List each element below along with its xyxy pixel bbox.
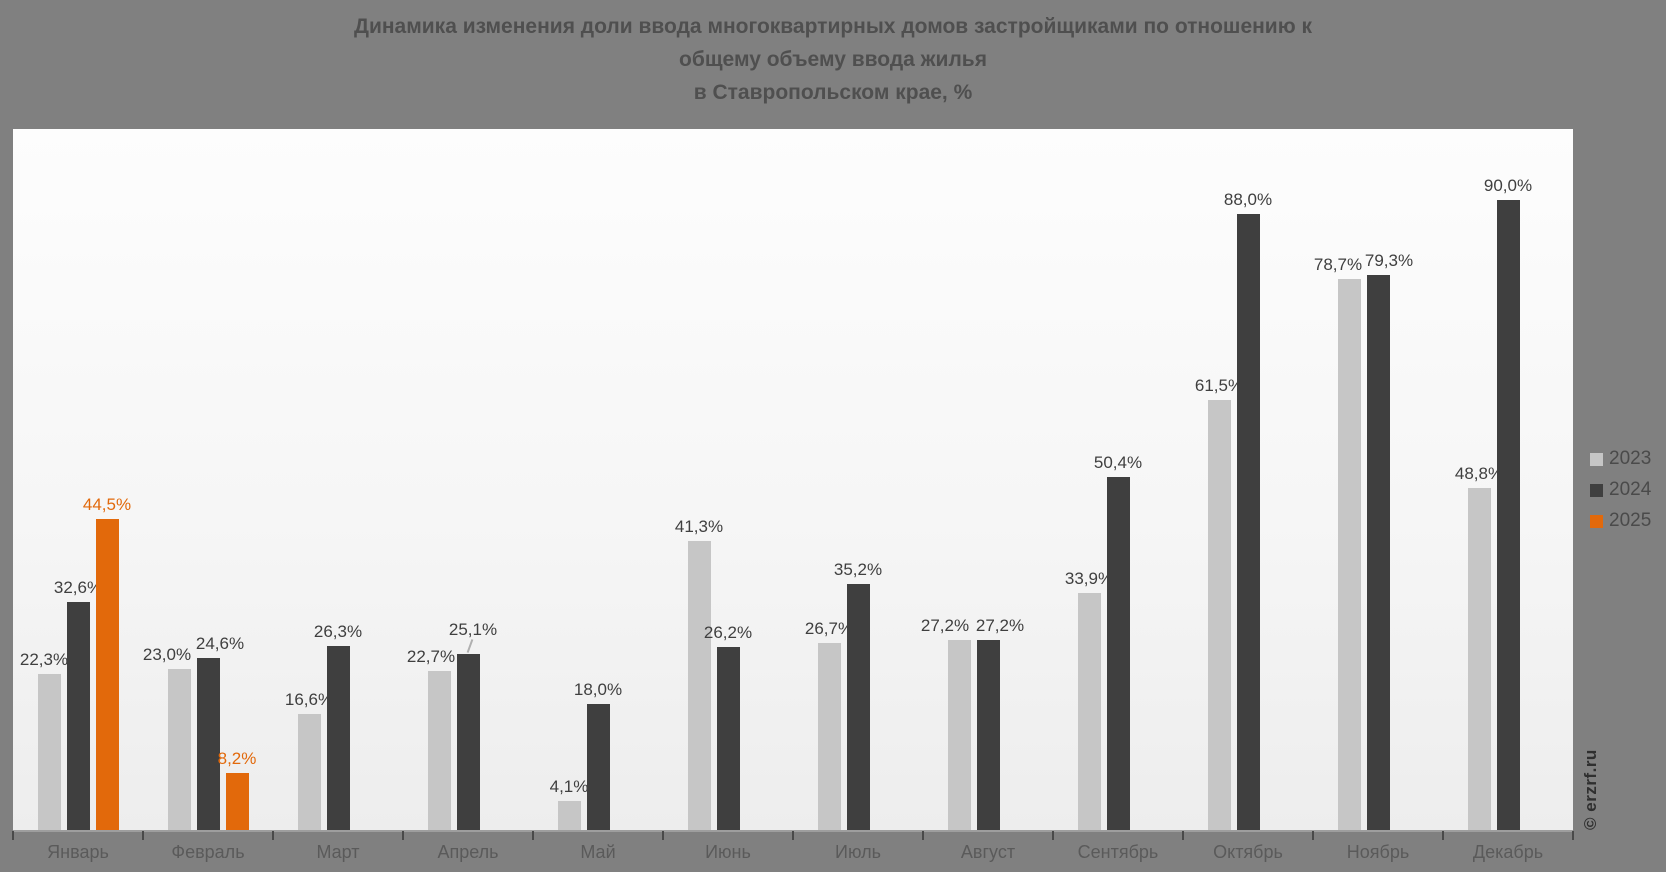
bar-value-label-2023-ноябрь: 78,7% [1313,255,1363,275]
bar-value-label-2025-январь: 44,5% [82,494,132,514]
x-axis-label-июль: Июль [835,842,881,862]
bar-2024-сентябрь[interactable] [1106,477,1130,830]
bar-value-label-2023-декабрь: 48,8% [1454,464,1504,484]
x-axis-label-январь: Январь [47,842,109,862]
bar-value-label-2024-октябрь: 88,0% [1223,190,1273,209]
axis-tick [402,831,404,840]
bar-value-label-2023-июнь: 41,3% [674,516,724,536]
bar-2025-январь[interactable] [95,518,119,830]
plot-area: 22,3% 23,0% 16,6% 22,7% 4,1% 41,3% 26,7% 27,2% 3… [13,129,1573,832]
bar-2023-ноябрь[interactable] [1337,279,1361,830]
bar-2023-июнь[interactable] [687,540,711,830]
bar-2024-ноябрь[interactable] [1366,274,1390,830]
legend-item-2024[interactable]: 2024 [1590,479,1651,501]
bar-2023-июль[interactable] [817,643,841,830]
x-axis-label-апрель: Апрель [437,842,499,862]
bar-value-label-2024-август: 27,2% [975,615,1025,635]
bar-2023-январь[interactable] [37,673,61,830]
chart-title-line-2: общему объему ввода жилья [679,48,987,71]
bar-value-label-2023-март: 16,6% [284,689,334,709]
bar-2024-октябрь[interactable] [1236,214,1260,830]
axis-tick [792,831,794,840]
bar-2024-август[interactable] [976,639,1000,830]
axis-tick [1052,831,1054,840]
bar-value-label-2025-февраль: 8,2% [217,748,257,768]
bar-2024-февраль[interactable] [196,657,220,830]
bar-value-label-2024-май: 18,0% [573,680,623,699]
bar-2023-сентябрь[interactable] [1077,592,1101,830]
bar-value-label-2023-октябрь: 61,5% [1194,375,1244,395]
bar-2023-февраль[interactable] [167,669,191,830]
bar-value-label-2024-июль: 35,2% [833,559,883,579]
bar-2024-июнь[interactable] [716,646,740,830]
axis-tick [1182,831,1184,840]
axis-tick [1312,831,1314,840]
chart-title-line-3: в Ставропольском крае, % [693,81,973,104]
axis-tick [1572,831,1574,840]
axis-tick [922,831,924,840]
watermark-erzrf: © erzrf.ru [1581,749,1600,830]
x-axis-label-март: Март [316,842,360,862]
x-axis-label-сентябрь: Сентябрь [1077,842,1159,862]
bar-value-label-2024-март: 26,3% [313,621,363,641]
bar-value-label-2023-август: 27,2% [920,615,970,635]
bar-2024-май[interactable] [586,704,610,830]
bar-value-label-2023-сентябрь: 33,9% [1064,568,1114,588]
x-axis-label-август: Август [960,842,1016,862]
bar-2025-февраль[interactable] [225,772,249,830]
legend-marker-2025-icon [1590,514,1603,528]
x-axis-label-октябрь: Октябрь [1213,842,1283,862]
x-axis: Январь Февраль Март Апрель Май Июнь Июль Август… [13,842,1573,868]
bar-2024-март[interactable] [326,645,350,830]
legend-label-2025: 2025 [1609,510,1652,531]
bar-value-label-2024-июнь: 26,2% [703,622,753,642]
chart-title: Динамика изменения доли ввода многокварт… [0,10,1666,109]
bar-2023-март[interactable] [297,713,321,830]
bar-value-label-2024-ноябрь: 79,3% [1364,250,1414,270]
legend-label-2023: 2023 [1609,448,1652,469]
bar-2023-декабрь[interactable] [1467,488,1491,830]
chart-title-line-1: Динамика изменения доли ввода многокварт… [354,15,1312,38]
bar-2024-апрель[interactable] [456,654,480,830]
bar-value-label-2023-апрель: 22,7% [406,647,456,667]
bar-2023-октябрь[interactable] [1207,399,1231,830]
legend-label-2024: 2024 [1609,479,1652,500]
legend-marker-2024-icon [1590,483,1603,497]
bar-2023-апрель[interactable] [427,671,451,830]
bar-2023-август[interactable] [947,639,971,830]
axis-tick [1442,831,1444,840]
bar-value-label-2024-январь: 32,6% [53,577,103,597]
bar-2024-декабрь[interactable] [1496,200,1520,830]
bar-value-label-2023-февраль: 23,0% [142,645,192,664]
x-axis-label-июнь: Июнь [705,842,751,862]
bar-value-label-2024-апрель: 25,1% [448,620,498,640]
legend-item-2023[interactable]: 2023 [1590,448,1651,470]
x-axis-label-февраль: Февраль [171,842,245,862]
bar-value-label-2024-декабрь: 90,0% [1483,176,1533,195]
axis-tick [272,831,274,840]
bar-value-label-2023-май: 4,1% [549,777,589,797]
legend-item-2025[interactable]: 2025 [1590,510,1651,532]
axis-tick [662,831,664,840]
x-axis-label-ноябрь: Ноябрь [1346,842,1410,862]
bar-2024-январь[interactable] [66,601,90,830]
legend: 2023 2024 2025 [1590,448,1651,532]
axis-tick [532,831,534,840]
x-axis-label-май: Май [580,842,616,862]
axis-tick [142,831,144,840]
bar-2024-июль[interactable] [846,583,870,830]
bar-2023-май[interactable] [557,801,581,830]
bar-value-label-2023-январь: 22,3% [19,649,69,669]
bar-value-label-2024-сентябрь: 50,4% [1093,453,1143,473]
bar-value-label-2024-февраль: 24,6% [195,633,245,653]
bar-value-label-2023-июль: 26,7% [804,619,854,639]
axis-tick [12,831,14,840]
x-axis-label-декабрь: Декабрь [1472,842,1544,862]
legend-marker-2023-icon [1590,452,1603,466]
